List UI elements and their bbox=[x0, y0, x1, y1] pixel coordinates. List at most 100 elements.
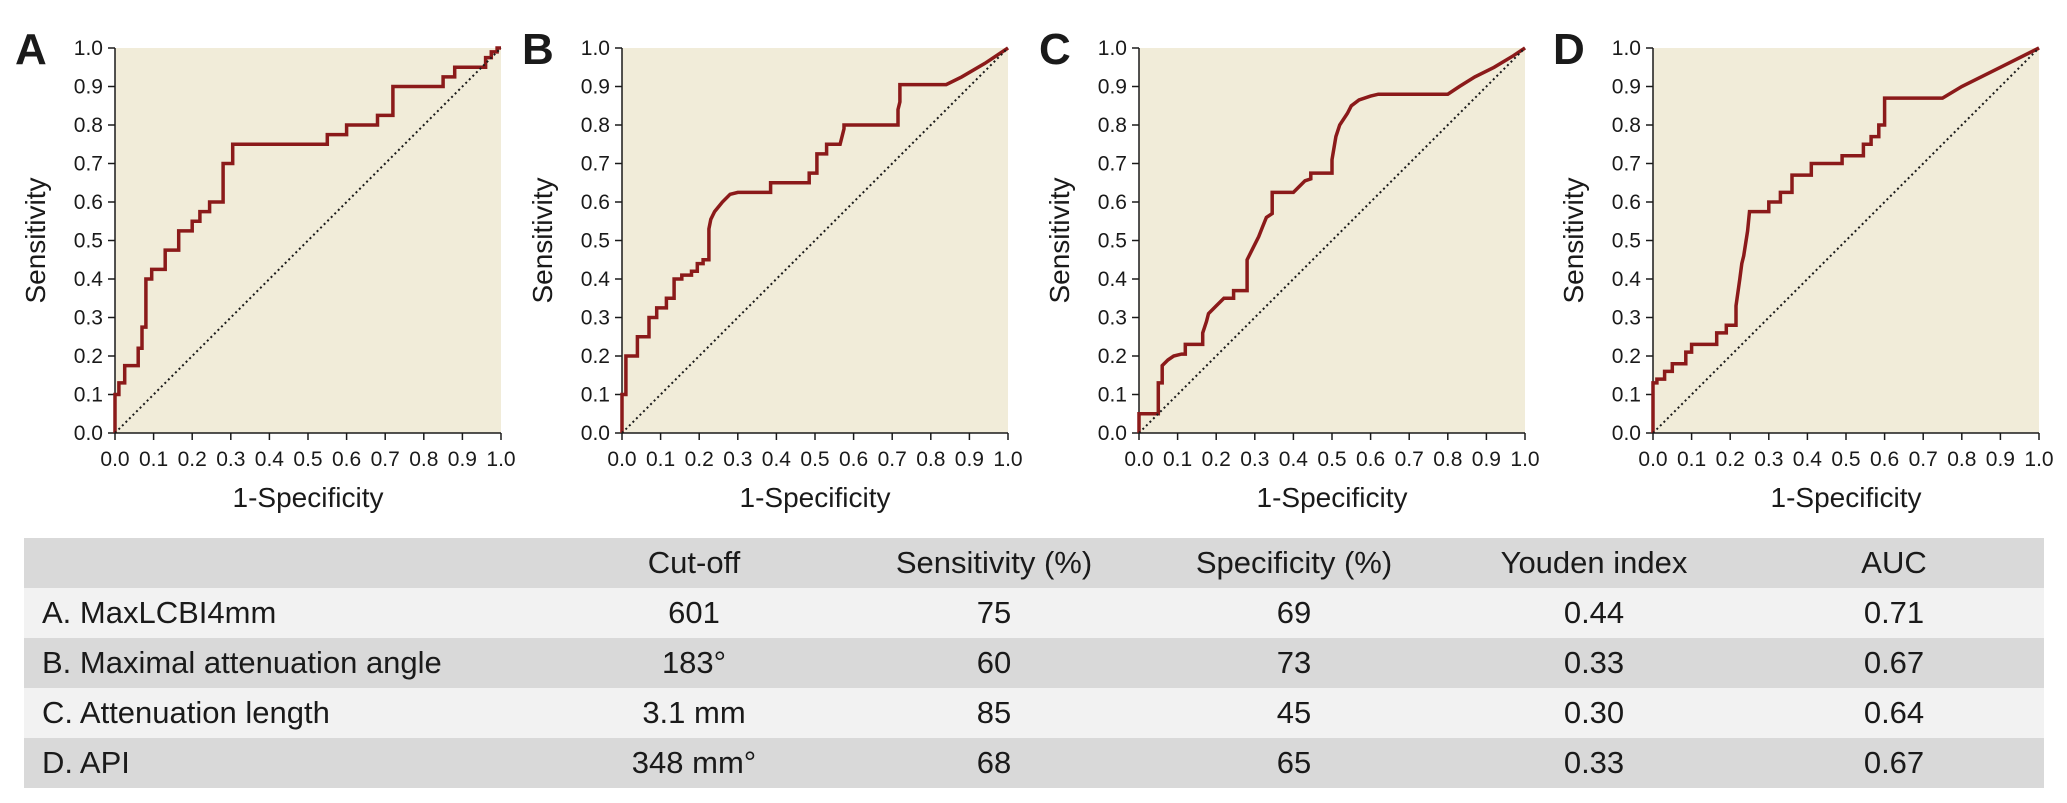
y-tick-label: 1.0 bbox=[1098, 37, 1127, 60]
y-tick-label: 0.4 bbox=[581, 268, 611, 291]
y-tick-label: 0.9 bbox=[1098, 76, 1127, 99]
row-label: A. MaxLCBI4mm bbox=[24, 588, 544, 638]
x-tick-label: 0.0 bbox=[1638, 448, 1667, 471]
y-tick-label: 0.1 bbox=[1612, 384, 1641, 407]
roc-panel-b: B 0.0 0.1 0.2 0.3 0.4 0.5 0.6 0.7 0.8 0.9 1.0 0.0 0.1… bbox=[522, 25, 1023, 513]
y-tick-label: 0.2 bbox=[74, 345, 103, 368]
row-label: D. API bbox=[24, 738, 544, 788]
x-tick-label: 0.7 bbox=[1909, 448, 1938, 471]
roc-curve-line bbox=[1651, 46, 2040, 433]
y-axis-label: Sensitivity bbox=[1044, 177, 1075, 303]
x-tick-label: 0.5 bbox=[1317, 448, 1346, 471]
youden-cell: 0.44 bbox=[1444, 588, 1744, 638]
y-tick-label: 0.6 bbox=[74, 191, 103, 214]
youden-cell: 0.33 bbox=[1444, 638, 1744, 688]
x-axis-label: 1-Specificity bbox=[740, 482, 891, 513]
x-tick-label: 0.2 bbox=[685, 448, 714, 471]
x-tick-label: 0.3 bbox=[723, 448, 752, 471]
x-tick-label: 1.0 bbox=[993, 448, 1022, 471]
x-tick-label: 0.4 bbox=[762, 448, 792, 471]
x-tick-label: 0.9 bbox=[1986, 448, 2015, 471]
sensitivity-cell: 68 bbox=[844, 738, 1144, 788]
y-tick-label: 0.3 bbox=[1612, 307, 1641, 330]
specificity-cell: 73 bbox=[1144, 638, 1444, 688]
header-cell-specificity: Specificity (%) bbox=[1144, 538, 1444, 588]
y-tick-label: 1.0 bbox=[1612, 37, 1641, 60]
sensitivity-cell: 75 bbox=[844, 588, 1144, 638]
x-tick-label: 0.5 bbox=[800, 448, 829, 471]
roc-curve-line bbox=[1137, 46, 1526, 433]
x-axis-label: 1-Specificity bbox=[233, 482, 384, 513]
x-tick-label: 0.8 bbox=[409, 448, 438, 471]
roc-curve-line bbox=[113, 46, 501, 433]
x-tick-label: 0.7 bbox=[878, 448, 907, 471]
specificity-cell: 45 bbox=[1144, 688, 1444, 738]
x-tick-label: 0.2 bbox=[178, 448, 207, 471]
x-tick-label: 0.6 bbox=[332, 448, 361, 471]
y-tick-label: 0.5 bbox=[1612, 230, 1641, 253]
y-tick-label: 1.0 bbox=[581, 37, 610, 60]
y-tick-label: 0.1 bbox=[1098, 384, 1127, 407]
y-tick-label: 0.0 bbox=[74, 422, 103, 445]
header-cell-cutoff: Cut-off bbox=[544, 538, 844, 588]
reference-diagonal-line bbox=[114, 47, 502, 434]
x-tick-label: 0.1 bbox=[1163, 448, 1192, 471]
x-tick-label: 0.1 bbox=[139, 448, 168, 471]
y-tick-label: 0.2 bbox=[1098, 345, 1127, 368]
x-tick-label: 0.6 bbox=[1870, 448, 1899, 471]
x-tick-label: 1.0 bbox=[486, 448, 515, 471]
specificity-cell: 69 bbox=[1144, 588, 1444, 638]
table-row: D. API 348 mm° 68 65 0.33 0.67 bbox=[24, 738, 2044, 788]
cutoff-cell: 601 bbox=[544, 588, 844, 638]
table-header-row: Cut-off Sensitivity (%) Specificity (%) … bbox=[24, 538, 2044, 588]
cutoff-cell: 183° bbox=[544, 638, 844, 688]
x-tick-label: 0.9 bbox=[955, 448, 984, 471]
cutoff-cell: 348 mm° bbox=[544, 738, 844, 788]
y-tick-label: 0.7 bbox=[1098, 153, 1127, 176]
x-tick-label: 0.3 bbox=[216, 448, 245, 471]
x-tick-label: 0.0 bbox=[1124, 448, 1153, 471]
auc-cell: 0.67 bbox=[1744, 638, 2044, 688]
x-tick-label: 0.8 bbox=[916, 448, 945, 471]
x-tick-label: 0.6 bbox=[1356, 448, 1385, 471]
y-tick-label: 0.5 bbox=[1098, 230, 1127, 253]
reference-diagonal-line bbox=[621, 47, 1009, 434]
table-row: C. Attenuation length 3.1 mm 85 45 0.30 … bbox=[24, 688, 2044, 738]
row-label: C. Attenuation length bbox=[24, 688, 544, 738]
specificity-cell: 65 bbox=[1144, 738, 1444, 788]
y-tick-label: 1.0 bbox=[74, 37, 103, 60]
x-tick-label: 0.1 bbox=[646, 448, 675, 471]
header-cell-label bbox=[24, 538, 544, 588]
y-tick-label: 0.9 bbox=[74, 76, 103, 99]
x-tick-label: 0.7 bbox=[1395, 448, 1424, 471]
panel-label: A bbox=[15, 25, 47, 74]
table-row: A. MaxLCBI4mm 601 75 69 0.44 0.71 bbox=[24, 588, 2044, 638]
y-tick-label: 0.3 bbox=[74, 307, 103, 330]
y-tick-label: 0.8 bbox=[1612, 114, 1641, 137]
x-tick-label: 1.0 bbox=[1510, 448, 1539, 471]
panel-label: D bbox=[1553, 25, 1585, 74]
header-cell-auc: AUC bbox=[1744, 538, 2044, 588]
youden-cell: 0.30 bbox=[1444, 688, 1744, 738]
sensitivity-cell: 85 bbox=[844, 688, 1144, 738]
y-tick-label: 0.2 bbox=[581, 345, 610, 368]
auc-cell: 0.71 bbox=[1744, 588, 2044, 638]
y-axis-label: Sensitivity bbox=[20, 177, 51, 303]
panel-label: B bbox=[522, 25, 554, 74]
y-tick-label: 0.8 bbox=[74, 114, 103, 137]
table-row: B. Maximal attenuation angle 183° 60 73 … bbox=[24, 638, 2044, 688]
y-tick-label: 0.9 bbox=[1612, 76, 1641, 99]
x-tick-label: 0.2 bbox=[1716, 448, 1745, 471]
x-tick-label: 0.5 bbox=[1831, 448, 1860, 471]
y-tick-label: 0.3 bbox=[581, 307, 610, 330]
x-tick-label: 0.4 bbox=[255, 448, 285, 471]
roc-panel-a: A 0.0 0.1 0.2 0.3 0.4 0.5 0.6 0.7 0.8 0.9 1.0 0.0 0.1… bbox=[15, 25, 516, 513]
y-tick-label: 0.3 bbox=[1098, 307, 1127, 330]
y-tick-label: 0.2 bbox=[1612, 345, 1641, 368]
y-tick-label: 0.1 bbox=[581, 384, 610, 407]
x-tick-label: 1.0 bbox=[2024, 448, 2053, 471]
y-tick-label: 0.7 bbox=[74, 153, 103, 176]
row-label: B. Maximal attenuation angle bbox=[24, 638, 544, 688]
x-tick-label: 0.7 bbox=[371, 448, 400, 471]
header-cell-youden: Youden index bbox=[1444, 538, 1744, 588]
